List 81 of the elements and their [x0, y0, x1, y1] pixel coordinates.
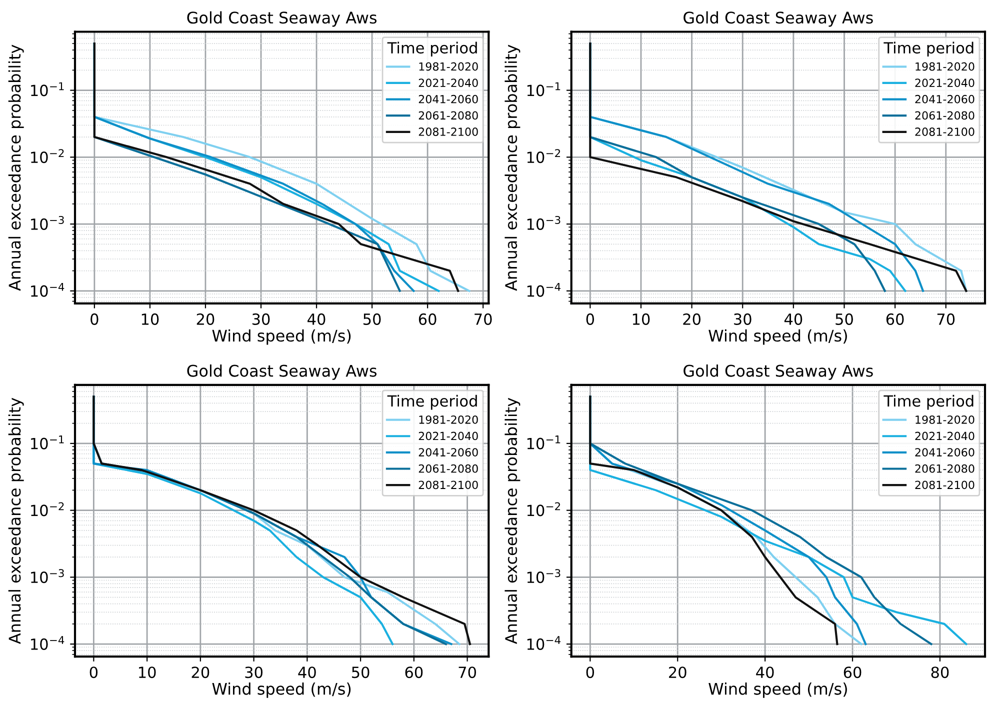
- y-tick-label: 10$^{−2}$: [527, 502, 560, 516]
- x-tick-label: 10: [139, 666, 156, 678]
- x-tick-label: 10: [632, 313, 650, 325]
- legend-label: 2021-2040: [915, 432, 974, 440]
- y-tick-label: 10$^{−3}$: [31, 216, 64, 230]
- y-tick-label: 10$^{−2}$: [31, 149, 64, 164]
- x-tick-label: 30: [252, 313, 270, 325]
- x-tick-label: 70: [937, 313, 955, 325]
- legend-label: 2021-2040: [418, 78, 478, 88]
- x-axis-title: Wind speed (m/s): [708, 682, 847, 698]
- y-tick-label: 10$^{−2}$: [527, 149, 560, 164]
- x-tick-label: 50: [352, 666, 370, 678]
- y-tick-label: 10$^{−2}$: [31, 502, 64, 516]
- legend-title: Time period: [884, 42, 974, 57]
- y-tick-label: 10$^{−1}$: [527, 436, 560, 450]
- legend-label: 2041-2060: [418, 448, 478, 456]
- x-tick-label: 0: [586, 666, 594, 678]
- x-tick-label: 30: [734, 313, 752, 325]
- legend-label: 2021-2040: [418, 432, 478, 440]
- x-tick-label: 20: [669, 666, 686, 678]
- x-tick-label: 60: [844, 666, 862, 678]
- y-axis-title: Annual exceedance probability: [8, 398, 24, 644]
- legend-label: 2081-2100: [418, 480, 478, 490]
- y-axis-title: Annual exceedance probability: [504, 44, 520, 291]
- y-tick-label: 10$^{−1}$: [31, 436, 64, 450]
- legend-label: 1981-2020: [419, 415, 478, 424]
- x-axis-title: Wind speed (m/s): [212, 329, 351, 345]
- legend-label: 1981-2020: [916, 415, 974, 424]
- legend-label: 2081-2100: [418, 128, 478, 136]
- legend-title: Time period: [884, 394, 974, 410]
- y-tick-label: 10$^{−3}$: [527, 216, 560, 230]
- legend-label: 2061-2080: [418, 111, 478, 120]
- x-tick-label: 40: [298, 666, 316, 678]
- y-tick-label: 10$^{−4}$: [527, 282, 560, 297]
- x-tick-label: 10: [142, 313, 159, 325]
- x-tick-label: 80: [931, 666, 949, 678]
- x-tick-label: 70: [474, 313, 492, 325]
- legend-label: 1981-2020: [916, 62, 974, 71]
- legend-label: 2061-2080: [418, 464, 478, 473]
- x-tick-label: 40: [308, 313, 326, 325]
- x-tick-label: 40: [756, 666, 774, 678]
- chart-title: Gold Coast Seaway Aws: [187, 11, 377, 27]
- x-tick-label: 20: [196, 313, 214, 325]
- legend-label: 2081-2100: [915, 128, 974, 136]
- y-axis-title: Annual exceedance probability: [504, 398, 520, 644]
- x-axis-title: Wind speed (m/s): [708, 329, 847, 345]
- legend-label: 2061-2080: [915, 111, 974, 120]
- legend-label: 1981-2020: [419, 62, 478, 71]
- x-tick-label: 20: [192, 666, 210, 678]
- legend-title: Time period: [387, 394, 477, 410]
- legend-label: 2041-2060: [915, 94, 974, 104]
- chart-title: Gold Coast Seaway Aws: [684, 11, 873, 27]
- x-tick-label: 40: [784, 313, 802, 325]
- x-tick-label: 70: [458, 666, 476, 678]
- x-tick-label: 50: [364, 313, 381, 325]
- y-tick-label: 10$^{−4}$: [31, 282, 64, 297]
- x-tick-label: 20: [683, 313, 700, 325]
- y-tick-label: 10$^{−3}$: [527, 569, 560, 584]
- legend-label: 2041-2060: [418, 94, 478, 104]
- y-tick-label: 10$^{−4}$: [31, 636, 64, 650]
- chart-title: Gold Coast Seaway Aws: [684, 364, 873, 380]
- chart-title: Gold Coast Seaway Aws: [187, 364, 377, 380]
- x-tick-label: 60: [418, 313, 436, 325]
- x-tick-label: 0: [586, 313, 594, 325]
- x-tick-label: 30: [245, 666, 263, 678]
- legend-label: 2021-2040: [915, 78, 974, 88]
- legend-title: Time period: [387, 42, 477, 57]
- x-tick-label: 60: [886, 313, 904, 325]
- x-axis-title: Wind speed (m/s): [212, 682, 351, 698]
- legend-label: 2081-2100: [915, 480, 974, 490]
- x-tick-label: 0: [90, 666, 98, 678]
- x-tick-label: 60: [405, 666, 423, 678]
- y-axis-title: Annual exceedance probability: [8, 44, 24, 291]
- y-tick-label: 10$^{−1}$: [31, 82, 64, 96]
- y-tick-label: 10$^{−3}$: [31, 569, 64, 584]
- x-tick-label: 50: [836, 313, 853, 325]
- legend-label: 2041-2060: [915, 448, 974, 456]
- y-tick-label: 10$^{−4}$: [527, 636, 560, 650]
- legend-label: 2061-2080: [915, 464, 974, 473]
- y-tick-label: 10$^{−1}$: [527, 82, 560, 96]
- x-tick-label: 0: [90, 313, 98, 325]
